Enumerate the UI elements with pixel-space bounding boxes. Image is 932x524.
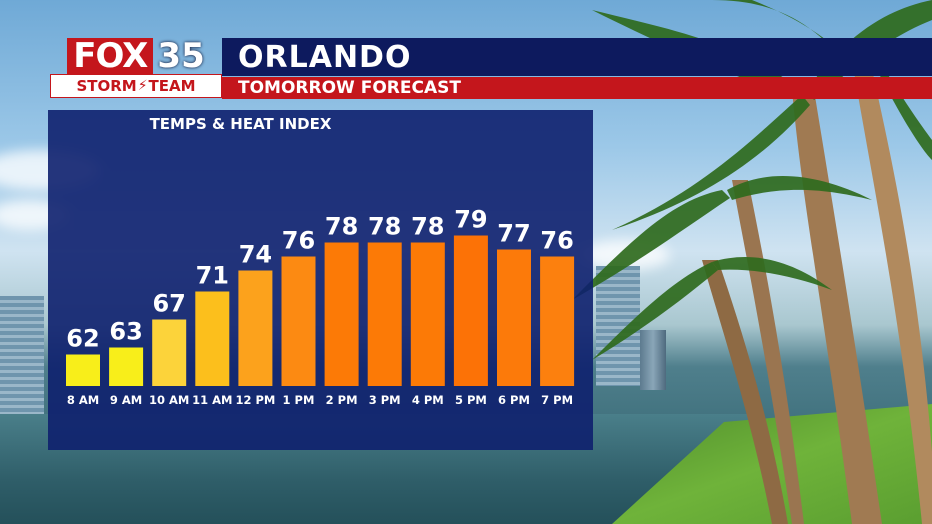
subtitle-bar [222,77,932,99]
category-label: 9 AM [110,393,142,407]
bar-4-pm [410,242,445,386]
chart-title: TEMPS & HEAT INDEX [149,115,332,133]
value-label: 63 [109,318,142,346]
title-bar [222,38,932,76]
value-label: 76 [540,227,573,255]
category-label: 12 PM [235,393,275,407]
logo-team-text: TEAM [148,77,196,95]
bar-12-pm [238,270,273,386]
category-label: 7 PM [541,393,573,407]
fox35-storm-team-logo: FOX 35 STORM ⚡ TEAM [50,38,222,98]
bar-11-am [195,291,230,386]
value-label: 78 [325,213,358,241]
bar-6-pm [497,249,531,386]
value-label: 62 [66,325,99,353]
category-label: 4 PM [412,393,444,407]
value-label: 78 [368,213,401,241]
bar-5-pm [453,235,488,386]
category-label: 6 PM [498,393,530,407]
forecast-subtitle: TOMORROW FORECAST [238,78,461,98]
category-label: 3 PM [369,393,401,407]
value-label: 77 [497,220,530,248]
category-label: 2 PM [326,393,358,407]
bar-10-am [152,319,187,386]
logo-number-text: 35 [157,36,205,76]
category-label: 10 AM [149,393,189,407]
city-title: ORLANDO [238,40,412,75]
value-label: 78 [411,213,444,241]
category-label: 5 PM [455,393,487,407]
category-label: 8 AM [67,393,99,407]
category-label: 1 PM [283,393,315,407]
bar-8-am [66,354,100,386]
building-left [0,296,44,416]
logo-fox-text: FOX [67,38,154,74]
value-label: 67 [152,290,185,318]
bar-7-pm [540,256,575,386]
lightning-bolt-icon: ⚡ [137,78,148,94]
category-label: 11 AM [192,393,232,407]
value-label: 79 [454,206,487,234]
logo-storm-text: STORM [76,77,137,95]
temperature-bar-chart: 62 8 AM 63 9 AM 67 10 AM 71 11 AM 74 12 PM 76 1 PM 7… [66,206,575,407]
bar-1-pm [281,256,316,386]
value-label: 76 [282,227,315,255]
value-label: 71 [196,262,229,290]
bar-9-am [109,347,144,386]
bar-2-pm [324,242,359,386]
bar-3-pm [367,242,402,386]
value-label: 74 [239,241,272,269]
